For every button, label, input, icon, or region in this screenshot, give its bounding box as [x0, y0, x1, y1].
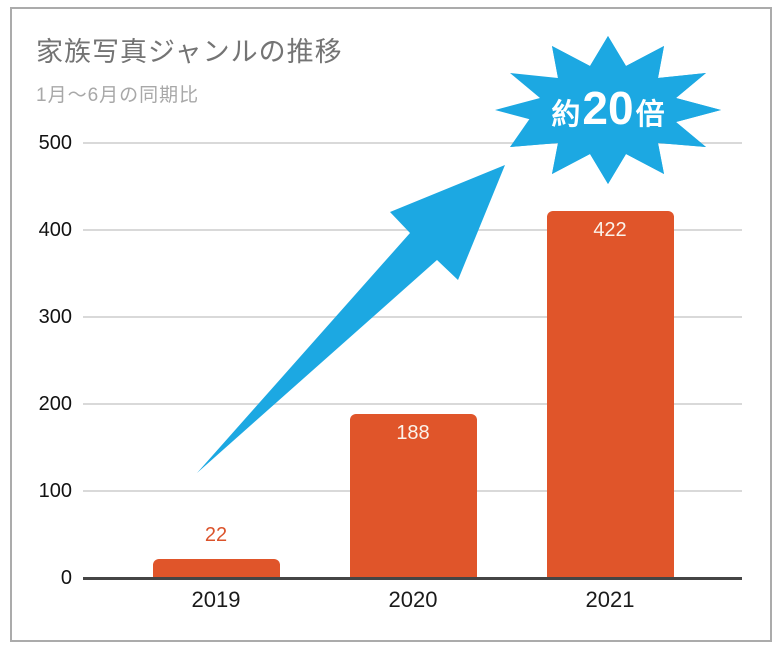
bar-2021 — [546, 210, 674, 578]
x-axis-baseline — [83, 577, 742, 580]
y-axis-tick-label: 100 — [38, 480, 72, 502]
y-axis-tick-label: 200 — [38, 393, 72, 415]
bar-2019 — [152, 558, 280, 578]
chart-title: 家族写真ジャンルの推移 — [36, 37, 343, 67]
bar-value-label-2020: 188 — [396, 422, 430, 445]
x-axis-tick-label-2019: 2019 — [191, 587, 241, 612]
x-axis-tick-label-2020: 2020 — [388, 587, 438, 612]
bar-value-label-2019: 22 — [204, 523, 228, 546]
x-axis-tick-label-2021: 2021 — [585, 587, 635, 612]
chart-subtitle: 1月〜6月の同期比 — [36, 85, 200, 106]
bar-value-label-2021: 422 — [593, 218, 627, 241]
gridline-y500 — [83, 142, 742, 144]
y-axis-tick-label: 500 — [38, 132, 72, 154]
y-axis-tick-label: 0 — [60, 567, 72, 589]
y-axis-tick-label: 300 — [38, 306, 72, 328]
y-axis-tick-label: 400 — [38, 219, 72, 241]
